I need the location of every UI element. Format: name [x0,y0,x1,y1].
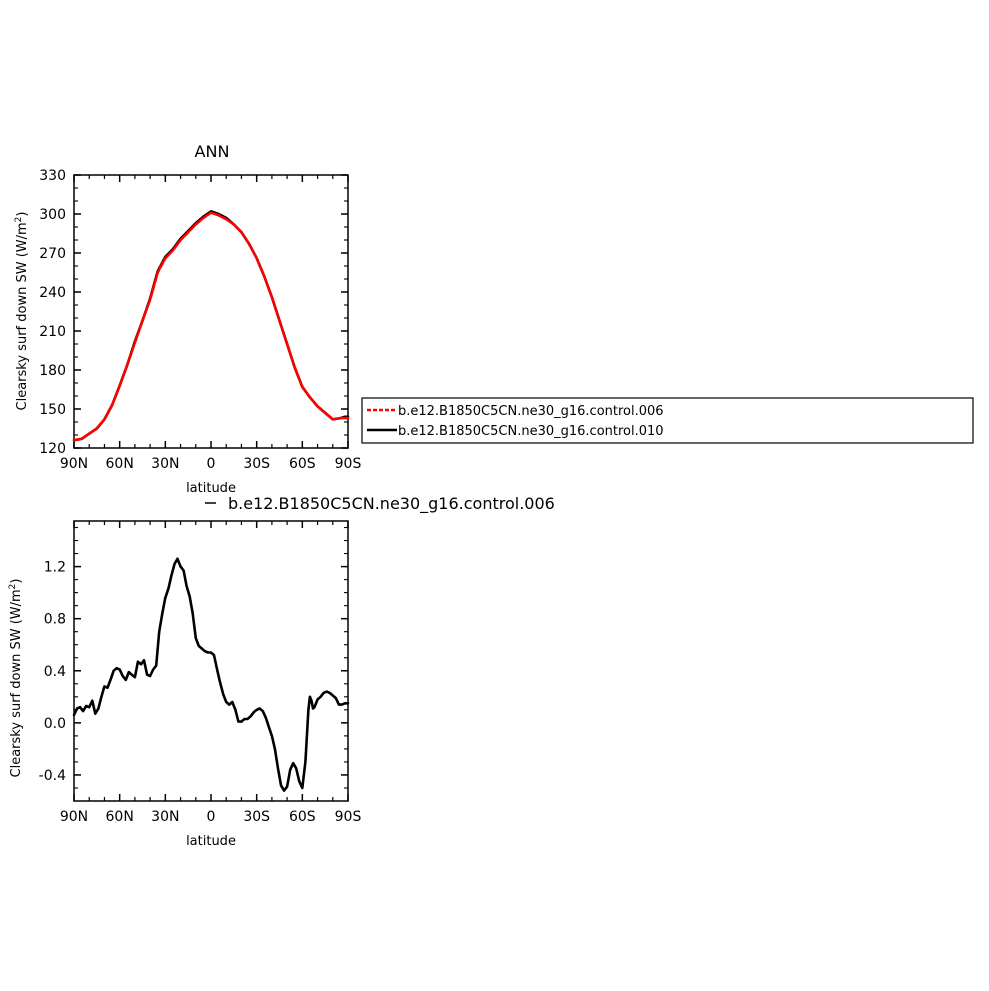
bottom-x-tick-labels: 90N 60N 30N 0 30S 60S 90S [60,809,362,825]
x-tick-label: 60S [289,809,316,825]
bottom-y-tick-labels: -0.4 0.0 0.4 0.8 1.2 [39,560,66,784]
x-tick-label: 60N [106,809,134,825]
x-tick-label: 30S [243,809,270,825]
y-tick-label: 300 [39,207,66,223]
series-line-1 [72,210,350,442]
legend-label-006: b.e12.B1850C5CN.ne30_g16.control.006 [398,404,664,419]
y-tick-label: 150 [39,402,66,418]
series-line-0 [72,557,350,792]
top-series-group [72,210,350,442]
top-x-axis-title: latitude [186,481,236,496]
top-y-tick-labels: 120 150 180 210 240 270 300 330 [39,168,66,457]
bottom-plot-title: b.e12.B1850C5CN.ne30_g16.control.006 [228,494,555,514]
x-tick-label: 30N [151,456,179,472]
y-tick-label: 0.4 [44,664,66,680]
bottom-panel: b.e12.B1850C5CN.ne30_g16.control.006 90N… [8,494,555,849]
legend-label-010: b.e12.B1850C5CN.ne30_g16.control.010 [398,424,664,439]
x-tick-label: 60N [106,456,134,472]
bottom-y-axis-title: Clearsky surf down SW (W/m2) [8,579,24,778]
y-tick-label: 210 [39,324,66,340]
y-tick-label: 120 [39,441,66,457]
top-ticks [73,174,349,449]
y-tick-label: 240 [39,285,66,301]
series-line-0 [72,211,350,442]
x-tick-label: 90S [335,809,362,825]
y-tick-label: 330 [39,168,66,184]
bottom-series-group [72,557,350,792]
y-tick-label: 270 [39,246,66,262]
top-plot-frame [73,174,349,449]
x-tick-label: 90S [335,456,362,472]
x-tick-label: 60S [289,456,316,472]
y-tick-label: 1.2 [44,560,66,576]
y-tick-label: -0.4 [39,768,66,784]
x-tick-label: 90N [60,809,88,825]
y-tick-label: 180 [39,363,66,379]
legend-box [361,397,974,444]
y-tick-label: 0.8 [44,612,66,628]
top-y-axis-title: Clearsky surf down SW (W/m2) [14,212,30,411]
bottom-x-axis-title: latitude [186,834,236,849]
x-tick-label: 90N [60,456,88,472]
top-plot-title: ANN [195,142,230,161]
legend: b.e12.B1850C5CN.ne30_g16.control.006 b.e… [361,397,974,444]
top-x-tick-labels: 90N 60N 30N 0 30S 60S 90S [60,456,362,472]
bottom-plot-frame [73,520,349,802]
x-tick-label: 0 [207,456,216,472]
y-tick-label: 0.0 [44,716,66,732]
x-tick-label: 30S [243,456,270,472]
top-panel: ANN 90N 60N 30N 0 30S 60S 90S 120 150 180 210 240 2… [14,142,361,496]
x-tick-label: 30N [151,809,179,825]
x-tick-label: 0 [207,809,216,825]
bottom-ticks [73,521,349,801]
